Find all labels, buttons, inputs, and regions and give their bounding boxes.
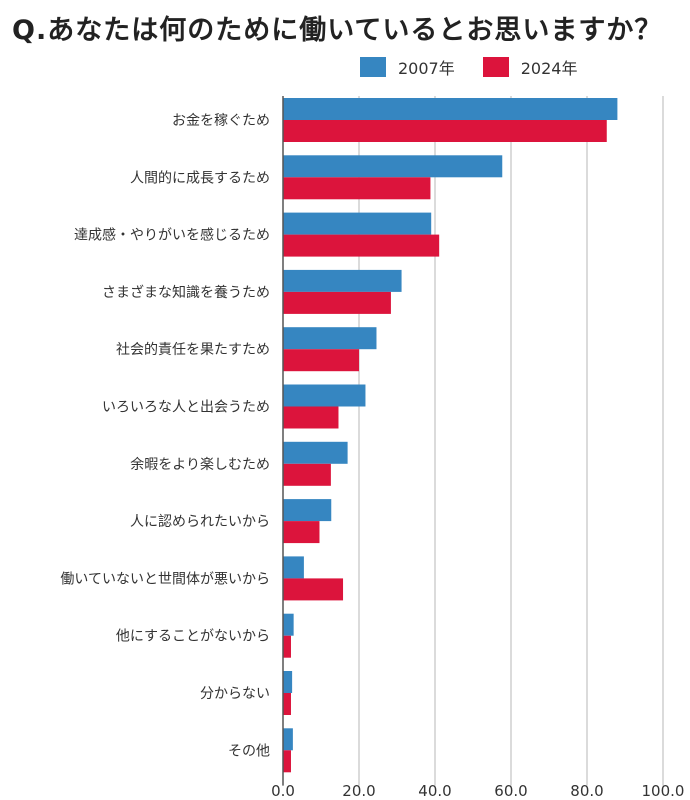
bar-2024-6 [283, 463, 331, 486]
bar-2024-3 [283, 291, 391, 314]
bar-2007-11 [283, 728, 293, 751]
chart-title: Q.あなたは何のために働いているとお思いますか？ [12, 15, 663, 46]
bar-2007-8 [283, 556, 304, 579]
bar-2024-2 [283, 234, 440, 257]
category-label-10: 分からない [200, 686, 270, 702]
category-label-4: 社会的責任を果たすため [116, 342, 270, 358]
x-tick-label-1: 20.0 [342, 782, 375, 800]
category-label-3: さまざまな知識を養うため [102, 284, 270, 301]
bar-2024-0 [283, 120, 607, 142]
bar-2024-4 [283, 349, 359, 372]
x-tick-label-3: 60.0 [494, 782, 527, 800]
legend-item-2024: 2024年 [482, 55, 578, 79]
bar-2024-7 [283, 521, 320, 544]
category-label-2: 達成感・やりがいを感じるため [74, 227, 270, 244]
x-tick-label-5: 100.0 [642, 782, 685, 800]
bar-2007-4 [283, 327, 377, 350]
bar-2024-10 [283, 693, 291, 715]
bar-2024-9 [283, 635, 291, 658]
bar-2007-6 [283, 441, 348, 464]
category-label-5: いろいろな人と出会うため [102, 400, 270, 416]
bar-2024-8 [283, 578, 344, 601]
bar-2024-11 [283, 750, 291, 773]
legend-swatch-2007 [360, 57, 386, 77]
bar-2007-9 [283, 613, 294, 636]
category-label-9: 他にすることがないから [116, 629, 270, 645]
legend-label-2024: 2024年 [520, 59, 578, 78]
legend: 2007年 2024年 [360, 55, 605, 79]
bar-2007-1 [283, 155, 503, 178]
legend-swatch-2024 [482, 57, 509, 77]
bar-2007-7 [283, 499, 332, 522]
category-label-8: 働いていないと世間体が悪いから [60, 571, 270, 587]
bar-2024-5 [283, 406, 339, 429]
bar-2007-0 [283, 98, 618, 120]
bar-2007-3 [283, 269, 402, 292]
x-tick-label-0: 0.0 [271, 782, 295, 800]
category-label-7: 人に認められたいから [130, 514, 270, 530]
bar-2007-2 [283, 212, 432, 235]
bar-2007-5 [283, 384, 366, 407]
bar-2007-10 [283, 671, 293, 693]
bar-2024-1 [283, 177, 431, 200]
category-label-6: 余暇をより楽しむため [130, 456, 270, 473]
x-tick-label-4: 80.0 [570, 782, 603, 800]
category-label-1: 人間的に成長するため [130, 170, 270, 186]
category-label-0: お金を稼ぐため [172, 113, 270, 129]
category-label-11: その他 [228, 743, 270, 759]
x-tick-label-2: 40.0 [418, 782, 451, 800]
legend-label-2007: 2007年 [398, 59, 455, 78]
legend-item-2007: 2007年 [360, 55, 455, 79]
